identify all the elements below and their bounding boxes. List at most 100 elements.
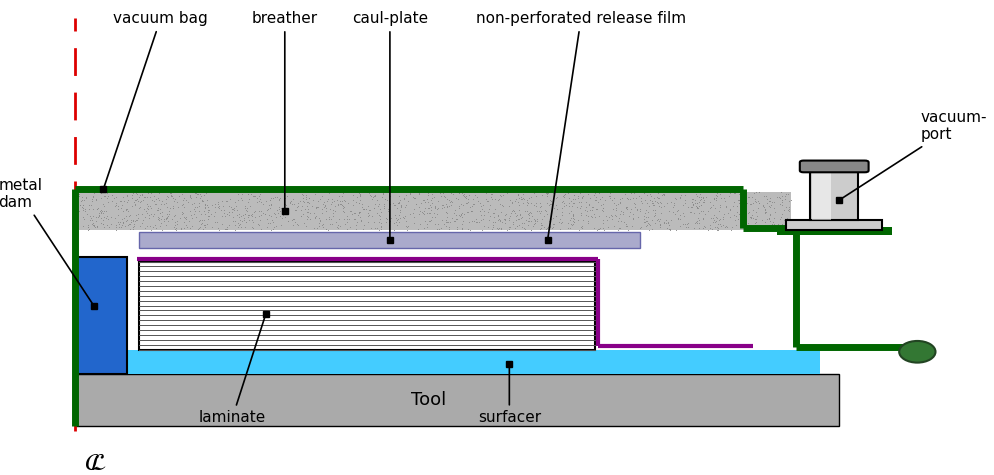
Point <box>288 203 304 211</box>
Point <box>730 196 746 204</box>
Point <box>529 218 545 225</box>
Point <box>593 207 609 214</box>
Point <box>341 215 357 223</box>
Point <box>486 213 502 220</box>
Point <box>544 224 560 232</box>
Point <box>646 209 662 217</box>
Point <box>184 222 200 229</box>
Point <box>279 218 295 225</box>
Point <box>513 193 529 200</box>
Point <box>80 224 95 231</box>
Point <box>492 225 508 233</box>
Point <box>298 191 314 199</box>
Point <box>652 200 668 207</box>
Point <box>438 195 454 203</box>
Point <box>543 200 559 208</box>
Point <box>516 195 532 203</box>
Point <box>389 204 405 211</box>
Point <box>565 191 580 199</box>
Point <box>201 212 217 219</box>
Point <box>200 208 216 216</box>
Point <box>749 198 765 205</box>
Point <box>238 207 253 214</box>
Point <box>259 215 275 222</box>
Point <box>759 224 775 231</box>
Point <box>262 201 278 209</box>
Point <box>261 196 277 204</box>
Point <box>299 213 315 220</box>
Point <box>374 193 390 200</box>
Point <box>302 209 318 217</box>
Point <box>689 203 705 210</box>
Point <box>146 211 162 218</box>
Point <box>75 193 90 201</box>
Point <box>451 212 467 219</box>
Point <box>282 199 298 206</box>
Point <box>224 209 240 216</box>
Text: breather: breather <box>251 11 317 208</box>
Point <box>491 215 507 223</box>
Point <box>95 213 111 221</box>
Point <box>211 205 227 212</box>
Ellipse shape <box>899 341 934 362</box>
Point <box>324 212 340 219</box>
Point <box>685 200 701 208</box>
Point <box>454 218 470 225</box>
Point <box>125 217 141 224</box>
Point <box>520 217 536 224</box>
Point <box>236 214 251 222</box>
Point <box>692 201 708 209</box>
Point <box>353 218 369 225</box>
Point <box>722 206 738 214</box>
Point <box>733 221 748 228</box>
Point <box>523 217 539 224</box>
Point <box>538 190 554 197</box>
Point <box>345 209 361 217</box>
Point <box>513 219 529 227</box>
Point <box>232 216 248 224</box>
Point <box>482 190 498 197</box>
Point <box>352 216 368 223</box>
Point <box>452 210 468 218</box>
Point <box>707 217 723 225</box>
Point <box>197 209 213 217</box>
Point <box>416 210 432 218</box>
Point <box>194 197 210 204</box>
Point <box>143 190 159 197</box>
Point <box>136 205 152 213</box>
Point <box>356 222 372 229</box>
Point <box>669 214 685 222</box>
Point <box>84 219 100 227</box>
Point <box>132 198 148 205</box>
Point <box>400 197 415 205</box>
Point <box>326 197 342 205</box>
Point <box>718 203 734 210</box>
Point <box>722 189 738 197</box>
Point <box>116 214 132 221</box>
Point <box>687 200 703 207</box>
Point <box>204 201 220 209</box>
Point <box>210 198 226 205</box>
Point <box>782 224 798 231</box>
Point <box>159 215 175 222</box>
Point <box>483 196 499 203</box>
Point <box>765 198 781 206</box>
Point <box>352 191 368 199</box>
Point <box>127 190 143 197</box>
Point <box>187 207 203 215</box>
Point <box>520 214 536 221</box>
Point <box>729 209 745 216</box>
Point <box>119 198 135 205</box>
Point <box>676 220 692 228</box>
Point <box>565 195 580 203</box>
Point <box>276 200 292 208</box>
Point <box>143 204 159 212</box>
Point <box>437 200 453 208</box>
Point <box>399 226 414 234</box>
Point <box>239 218 254 225</box>
Point <box>561 194 577 201</box>
Point <box>612 210 628 218</box>
Point <box>583 206 599 213</box>
Point <box>330 200 346 208</box>
Point <box>743 211 758 219</box>
